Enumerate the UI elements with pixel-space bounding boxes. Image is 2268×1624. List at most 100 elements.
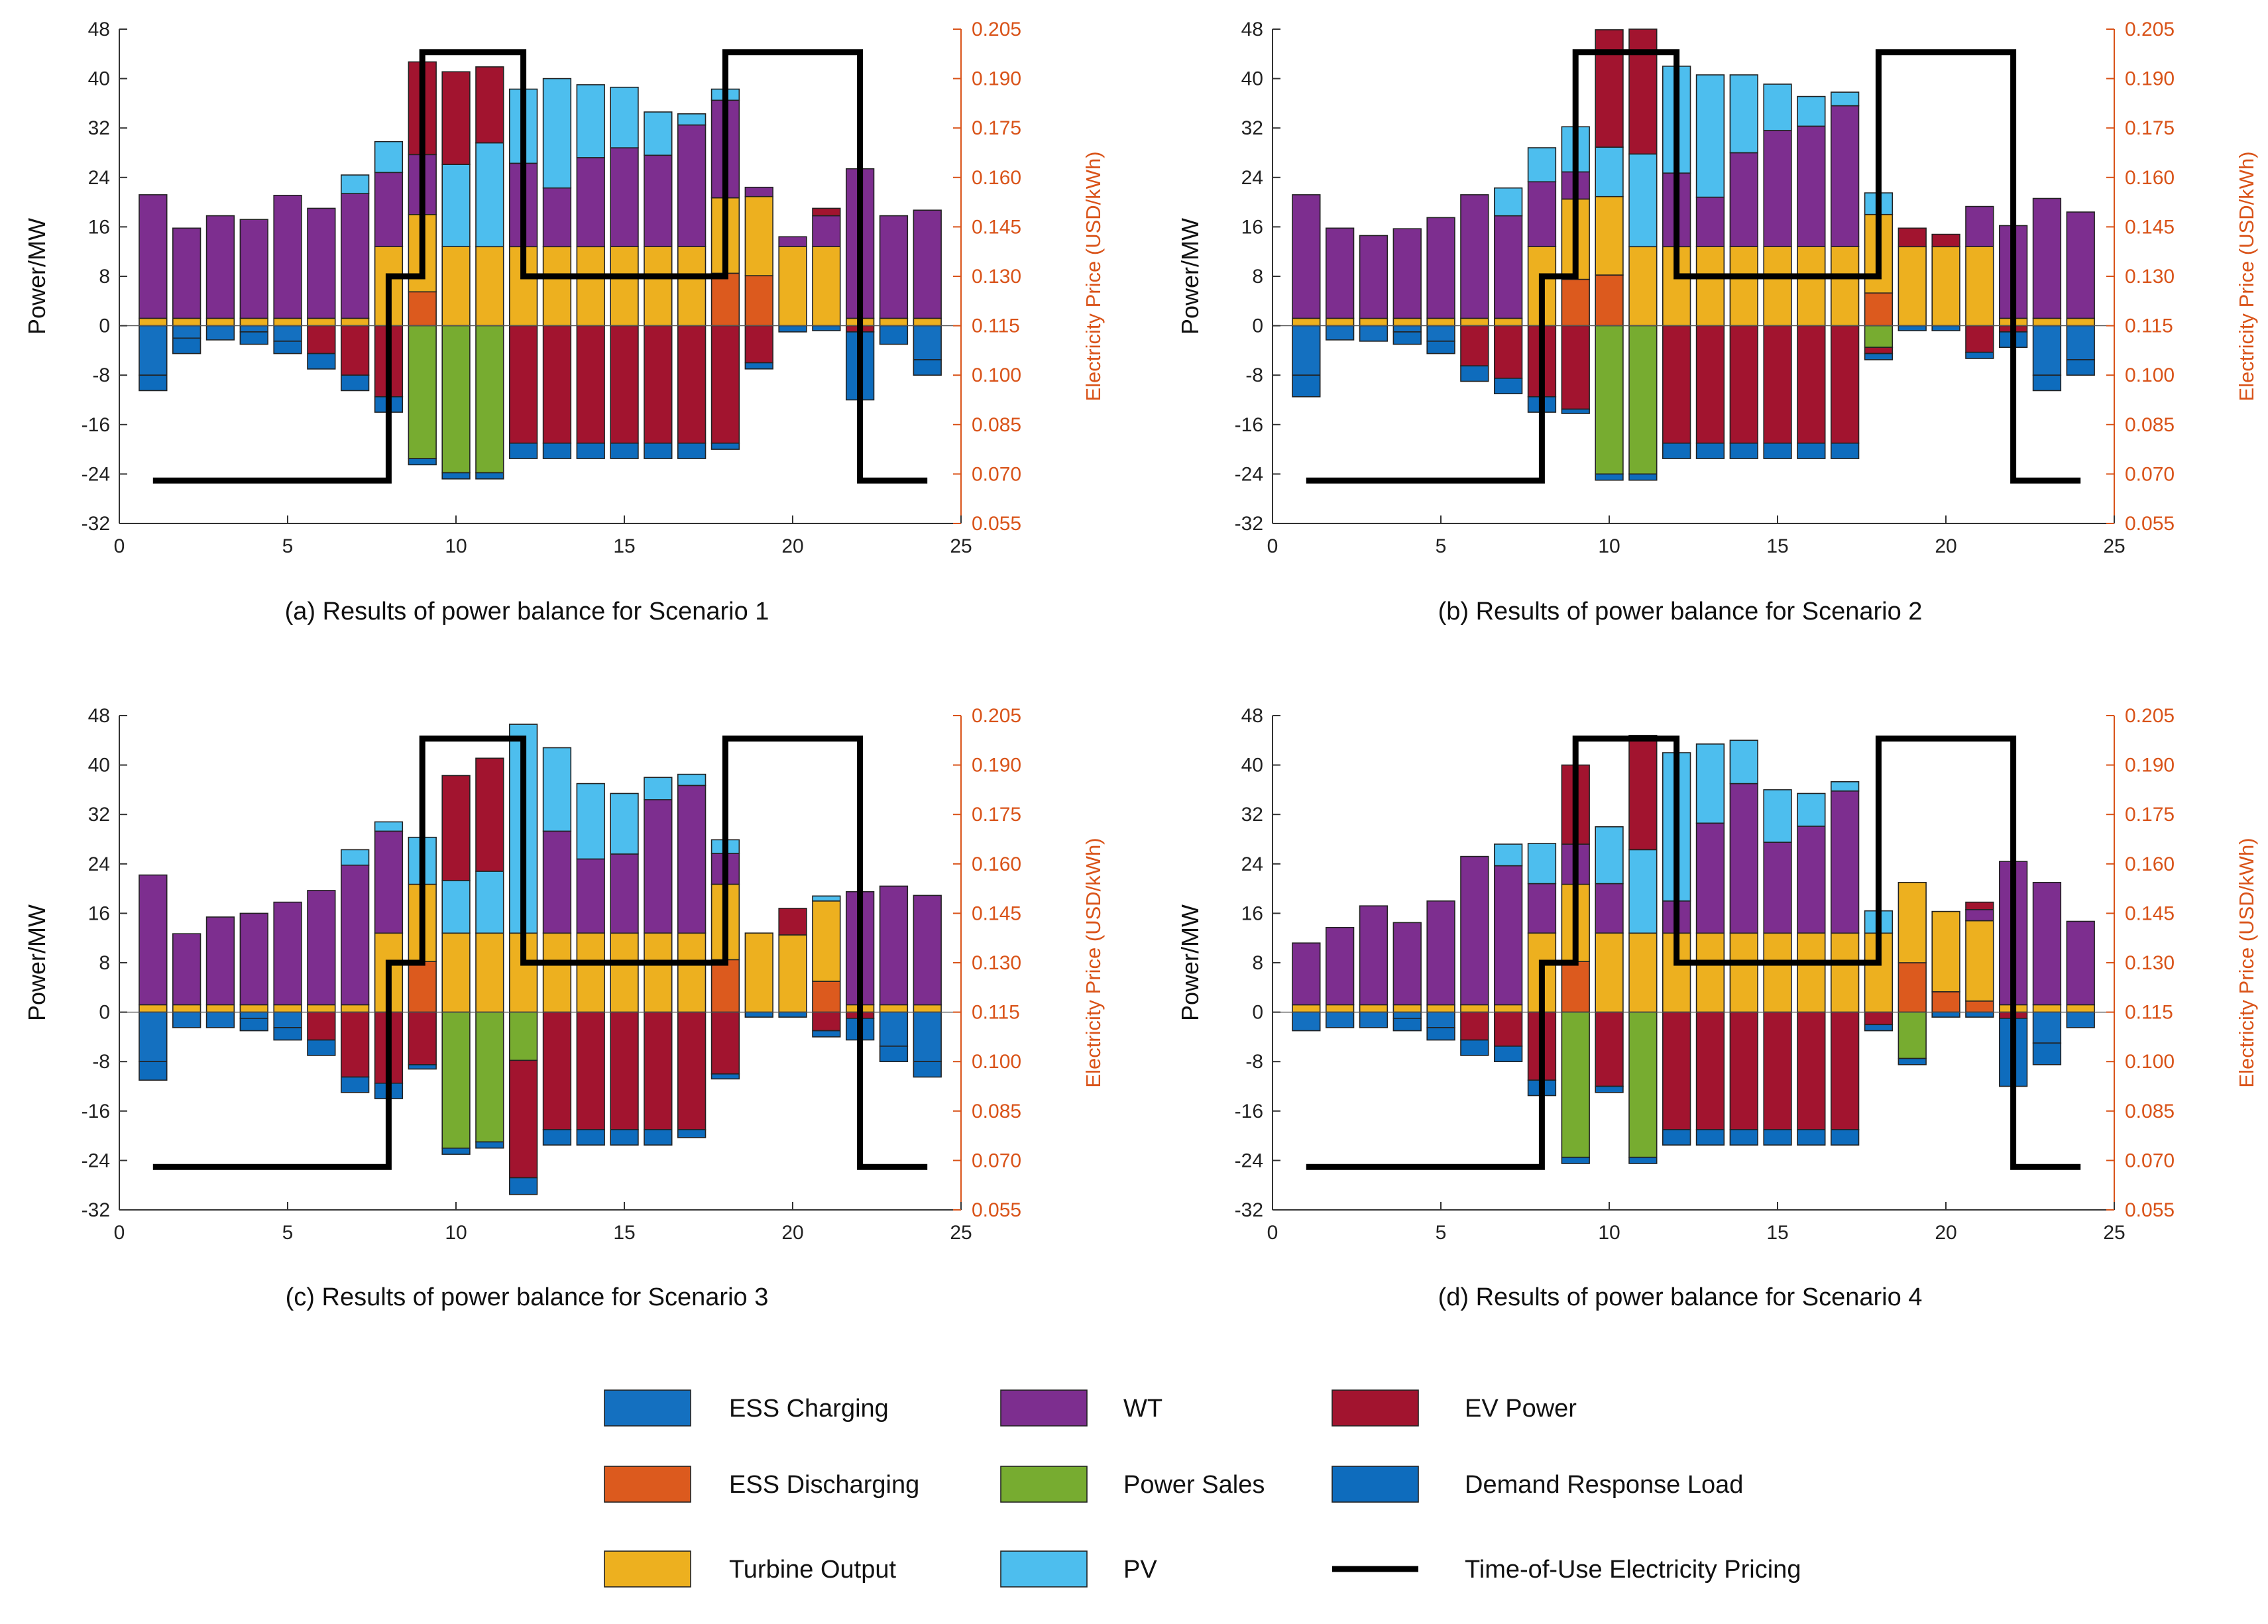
bar-turbine-output-h14 (1729, 246, 1758, 327)
bar-ev-power-h11 (475, 66, 504, 144)
y2-tick-label: 0.085 (972, 414, 1021, 436)
bar-demand-response-neg-h14 (576, 1129, 605, 1146)
bar-power-sales-neg-h12 (508, 1011, 538, 1061)
bar-ev-power-neg-h6 (307, 325, 336, 354)
y-tick-label: 40 (1241, 755, 1263, 777)
bar-ev-power-neg-h12 (508, 325, 538, 444)
bar-turbine-output-h13 (542, 932, 572, 1013)
bar-demand-response-neg-h16 (1797, 442, 1826, 459)
bar-wt-h6 (307, 207, 336, 319)
bar-wt-h2 (1326, 227, 1355, 319)
bar-ev-power-neg-h15 (610, 1011, 639, 1130)
bar-turbine-output-h14 (1729, 932, 1758, 1013)
y-tick-label: 16 (1241, 902, 1263, 924)
bar-pv-h8 (374, 821, 404, 832)
y2-tick-label: 0.190 (2125, 755, 2175, 777)
bar-wt-h14 (1729, 783, 1758, 934)
bar-demand-response-neg-h7 (1494, 1046, 1523, 1063)
bar-ev-power-neg-h13 (1695, 325, 1725, 444)
bar-wt-h6 (307, 890, 336, 1006)
legend-swatch (1000, 1389, 1088, 1427)
bar-ev-power-h11 (475, 757, 504, 872)
bar-pv-h16 (1797, 95, 1826, 127)
bar-ess-discharging-h21 (812, 981, 841, 1013)
bar-demand-response-neg-h9 (408, 458, 437, 466)
bar-wt-h7 (1494, 865, 1523, 1006)
bar-turbine-output-h5 (1426, 1004, 1455, 1013)
bar-power-sales-neg-h9 (408, 325, 437, 459)
bar-wt-h24 (913, 209, 942, 319)
bar-ess-charging-neg-h1 (139, 325, 168, 376)
bar-turbine-output-h1 (139, 1004, 168, 1013)
legend-swatch (1000, 1466, 1088, 1503)
x-tick-label: 20 (781, 535, 803, 557)
legend-label: Time-of-Use Electricity Pricing (1465, 1556, 1801, 1584)
bar-ess-charging-neg-h23 (2032, 1011, 2062, 1044)
bar-turbine-output-h23 (2032, 1004, 2062, 1013)
bar-wt-h3 (1359, 235, 1389, 319)
bar-ess-discharging-h9 (408, 961, 437, 1013)
bar-pv-h15 (610, 86, 639, 148)
bar-wt-h7 (1494, 215, 1523, 319)
y-tick-label: 0 (1252, 315, 1263, 337)
bar-pv-h7 (340, 849, 370, 866)
bar-turbine-output-h2 (172, 1004, 201, 1013)
y-axis-label: Power/MW (1176, 904, 1204, 1021)
bar-ess-charging-neg-h5 (273, 325, 302, 342)
bar-pv-h15 (1763, 83, 1792, 131)
bar-wt-h10 (1595, 883, 1624, 934)
x-tick-label: 20 (1935, 535, 1956, 557)
bar-pv-h17 (1831, 91, 1860, 107)
bar-turbine-output-h20 (1931, 910, 1960, 993)
bar-turbine-output-h7 (1494, 317, 1523, 327)
legend-label: Demand Response Load (1465, 1471, 1743, 1499)
x-tick-label: 5 (1436, 535, 1447, 557)
bar-wt-h13 (542, 830, 572, 934)
bar-wt-h17 (677, 785, 707, 934)
y-tick-label: -8 (1245, 1051, 1263, 1073)
y2-tick-label: 0.160 (2125, 853, 2175, 875)
y2-tick-label: 0.070 (972, 1150, 1021, 1171)
bar-turbine-output-h4 (1392, 1004, 1422, 1013)
bar-turbine-output-h23 (879, 1004, 909, 1013)
legend-swatch (604, 1389, 691, 1427)
bar-wt-h4 (1392, 228, 1422, 319)
bar-turbine-output-h16 (644, 246, 673, 327)
bar-ev-power-h11 (1628, 735, 1658, 851)
bar-demand-response-neg-h19 (744, 1011, 773, 1018)
bar-turbine-output-h24 (913, 1004, 942, 1013)
y2-tick-label: 0.190 (972, 755, 1021, 777)
y2-tick-label: 0.145 (972, 902, 1021, 924)
bar-turbine-output-h3 (1359, 1004, 1389, 1013)
y-tick-label: 0 (99, 315, 110, 337)
y2-tick-label: 0.055 (2125, 1199, 2175, 1221)
x-tick-label: 5 (282, 1222, 294, 1244)
legend-swatch (1000, 1550, 1088, 1588)
y-tick-label: 32 (88, 804, 110, 826)
bar-demand-response-neg-h5 (273, 1027, 302, 1041)
bar-power-sales-neg-h10 (441, 1011, 471, 1149)
bar-ev-power-neg-h17 (677, 325, 707, 444)
bar-pv-h10 (1595, 146, 1624, 197)
y-tick-label: 16 (1241, 216, 1263, 238)
bar-turbine-output-h3 (205, 1004, 235, 1013)
bar-turbine-output-h24 (2066, 317, 2095, 327)
bar-demand-response-neg-h9 (1561, 1156, 1590, 1164)
bar-turbine-output-h10 (1595, 932, 1624, 1013)
bar-demand-response-neg-h19 (1898, 1057, 1927, 1065)
bar-demand-response-neg-h13 (542, 1129, 572, 1146)
bar-demand-response-neg-h10 (1595, 1085, 1624, 1093)
bar-turbine-output-h5 (273, 317, 302, 327)
bar-ev-power-neg-h12 (1662, 1011, 1691, 1130)
bar-demand-response-neg-h12 (508, 442, 538, 459)
y2-tick-label: 0.145 (2125, 902, 2175, 924)
bar-demand-response-neg-h6 (307, 1039, 336, 1056)
bar-demand-response-neg-h11 (475, 1141, 504, 1149)
bar-wt-h4 (239, 912, 268, 1006)
bar-pv-h11 (475, 871, 504, 934)
x-tick-label: 10 (1598, 1222, 1620, 1244)
bar-turbine-output-h17 (1831, 932, 1860, 1013)
y2-tick-label: 0.160 (972, 853, 1021, 875)
